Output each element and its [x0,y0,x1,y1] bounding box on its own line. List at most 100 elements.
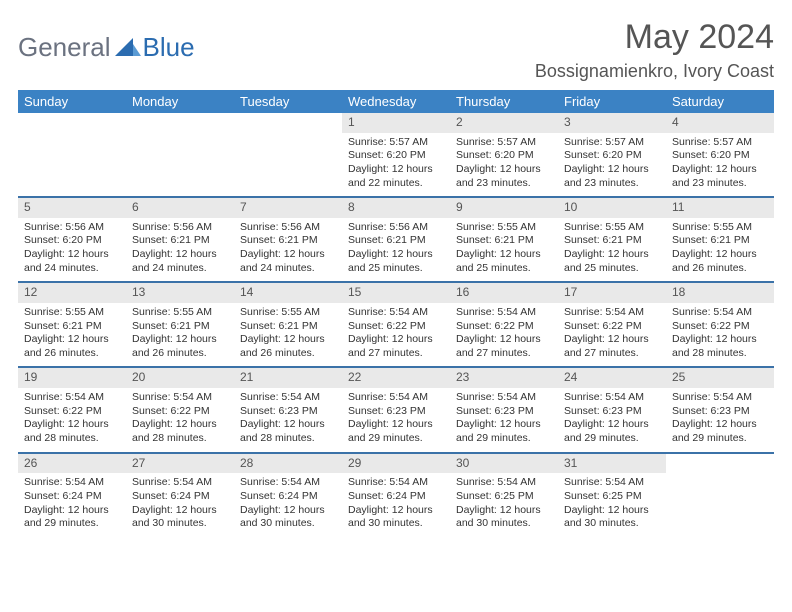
daylight-line: Daylight: 12 hours and 25 minutes. [456,248,552,275]
day-content: Sunrise: 5:55 AMSunset: 6:21 PMDaylight:… [234,303,342,367]
sunrise-line: Sunrise: 5:54 AM [132,391,228,405]
day-number: 18 [666,283,774,303]
daylight-line: Daylight: 12 hours and 28 minutes. [240,418,336,445]
day-number: 26 [18,454,126,474]
day-cell: 19Sunrise: 5:54 AMSunset: 6:22 PMDayligh… [18,368,126,451]
sunset-line: Sunset: 6:21 PM [24,320,120,334]
day-number: 28 [234,454,342,474]
day-content: Sunrise: 5:54 AMSunset: 6:22 PMDaylight:… [558,303,666,367]
sunrise-line: Sunrise: 5:55 AM [564,221,660,235]
sunset-line: Sunset: 6:22 PM [564,320,660,334]
day-content: Sunrise: 5:55 AMSunset: 6:21 PMDaylight:… [666,218,774,282]
sunrise-line: Sunrise: 5:54 AM [24,476,120,490]
page-header: General Blue May 2024 Bossignamienkro, I… [18,18,774,82]
day-cell: 31Sunrise: 5:54 AMSunset: 6:25 PMDayligh… [558,454,666,537]
sunrise-line: Sunrise: 5:57 AM [456,136,552,150]
day-content: Sunrise: 5:54 AMSunset: 6:22 PMDaylight:… [666,303,774,367]
day-number: 15 [342,283,450,303]
daylight-line: Daylight: 12 hours and 25 minutes. [564,248,660,275]
day-number: 7 [234,198,342,218]
day-cell: 11Sunrise: 5:55 AMSunset: 6:21 PMDayligh… [666,198,774,281]
daylight-line: Daylight: 12 hours and 28 minutes. [672,333,768,360]
daylight-line: Daylight: 12 hours and 25 minutes. [348,248,444,275]
day-cell: 12Sunrise: 5:55 AMSunset: 6:21 PMDayligh… [18,283,126,366]
day-cell: 13Sunrise: 5:55 AMSunset: 6:21 PMDayligh… [126,283,234,366]
day-cell: 3Sunrise: 5:57 AMSunset: 6:20 PMDaylight… [558,113,666,196]
sunrise-line: Sunrise: 5:54 AM [348,306,444,320]
day-number: 21 [234,368,342,388]
sunset-line: Sunset: 6:23 PM [348,405,444,419]
sunset-line: Sunset: 6:22 PM [348,320,444,334]
day-cell: 17Sunrise: 5:54 AMSunset: 6:22 PMDayligh… [558,283,666,366]
brand-triangle-icon [115,34,141,61]
daylight-line: Daylight: 12 hours and 22 minutes. [348,163,444,190]
sunset-line: Sunset: 6:20 PM [24,234,120,248]
calendar-grid: SundayMondayTuesdayWednesdayThursdayFrid… [18,90,774,537]
day-header-cell: Tuesday [234,90,342,113]
sunrise-line: Sunrise: 5:56 AM [24,221,120,235]
day-content: Sunrise: 5:54 AMSunset: 6:22 PMDaylight:… [450,303,558,367]
daylight-line: Daylight: 12 hours and 26 minutes. [240,333,336,360]
daylight-line: Daylight: 12 hours and 30 minutes. [564,504,660,531]
daylight-line: Daylight: 12 hours and 24 minutes. [24,248,120,275]
sunset-line: Sunset: 6:21 PM [672,234,768,248]
day-cell: 21Sunrise: 5:54 AMSunset: 6:23 PMDayligh… [234,368,342,451]
sunset-line: Sunset: 6:22 PM [132,405,228,419]
sunrise-line: Sunrise: 5:54 AM [564,391,660,405]
daylight-line: Daylight: 12 hours and 26 minutes. [672,248,768,275]
day-cell: 6Sunrise: 5:56 AMSunset: 6:21 PMDaylight… [126,198,234,281]
week-row: 19Sunrise: 5:54 AMSunset: 6:22 PMDayligh… [18,368,774,453]
daylight-line: Daylight: 12 hours and 24 minutes. [240,248,336,275]
day-header-cell: Wednesday [342,90,450,113]
day-content: Sunrise: 5:56 AMSunset: 6:21 PMDaylight:… [342,218,450,282]
day-cell: . [126,113,234,196]
day-cell: . [666,454,774,537]
day-cell: 30Sunrise: 5:54 AMSunset: 6:25 PMDayligh… [450,454,558,537]
daylight-line: Daylight: 12 hours and 29 minutes. [456,418,552,445]
day-cell: 24Sunrise: 5:54 AMSunset: 6:23 PMDayligh… [558,368,666,451]
day-content: Sunrise: 5:54 AMSunset: 6:22 PMDaylight:… [18,388,126,452]
sunrise-line: Sunrise: 5:54 AM [456,391,552,405]
day-header-cell: Thursday [450,90,558,113]
sunrise-line: Sunrise: 5:56 AM [348,221,444,235]
day-content: Sunrise: 5:57 AMSunset: 6:20 PMDaylight:… [342,133,450,197]
day-number: 3 [558,113,666,133]
sunset-line: Sunset: 6:25 PM [564,490,660,504]
day-cell: 23Sunrise: 5:54 AMSunset: 6:23 PMDayligh… [450,368,558,451]
daylight-line: Daylight: 12 hours and 27 minutes. [348,333,444,360]
day-content: Sunrise: 5:56 AMSunset: 6:21 PMDaylight:… [126,218,234,282]
day-header-cell: Saturday [666,90,774,113]
day-number: 4 [666,113,774,133]
sunrise-line: Sunrise: 5:57 AM [672,136,768,150]
calendar-title: May 2024 [535,18,774,57]
day-content: Sunrise: 5:54 AMSunset: 6:23 PMDaylight:… [234,388,342,452]
day-number: 19 [18,368,126,388]
sunrise-line: Sunrise: 5:54 AM [456,306,552,320]
daylight-line: Daylight: 12 hours and 28 minutes. [132,418,228,445]
day-header-cell: Monday [126,90,234,113]
sunset-line: Sunset: 6:20 PM [564,149,660,163]
day-cell: 29Sunrise: 5:54 AMSunset: 6:24 PMDayligh… [342,454,450,537]
day-header-cell: Friday [558,90,666,113]
sunrise-line: Sunrise: 5:57 AM [348,136,444,150]
week-row: 26Sunrise: 5:54 AMSunset: 6:24 PMDayligh… [18,454,774,537]
day-cell: . [234,113,342,196]
weeks-container: ...1Sunrise: 5:57 AMSunset: 6:20 PMDayli… [18,113,774,537]
daylight-line: Daylight: 12 hours and 30 minutes. [456,504,552,531]
day-content: Sunrise: 5:54 AMSunset: 6:23 PMDaylight:… [666,388,774,452]
day-number: 1 [342,113,450,133]
day-number: 22 [342,368,450,388]
sunrise-line: Sunrise: 5:54 AM [348,476,444,490]
day-cell: 25Sunrise: 5:54 AMSunset: 6:23 PMDayligh… [666,368,774,451]
daylight-line: Daylight: 12 hours and 26 minutes. [132,333,228,360]
daylight-line: Daylight: 12 hours and 27 minutes. [456,333,552,360]
day-number: 8 [342,198,450,218]
day-cell: 2Sunrise: 5:57 AMSunset: 6:20 PMDaylight… [450,113,558,196]
brand-text-general: General [18,32,111,63]
sunset-line: Sunset: 6:21 PM [240,234,336,248]
daylight-line: Daylight: 12 hours and 29 minutes. [672,418,768,445]
day-cell: 1Sunrise: 5:57 AMSunset: 6:20 PMDaylight… [342,113,450,196]
day-content: Sunrise: 5:54 AMSunset: 6:23 PMDaylight:… [558,388,666,452]
daylight-line: Daylight: 12 hours and 28 minutes. [24,418,120,445]
sunset-line: Sunset: 6:21 PM [240,320,336,334]
